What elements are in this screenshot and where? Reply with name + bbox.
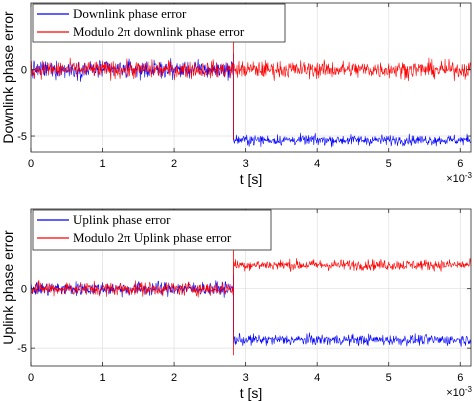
series-line-0 <box>30 280 472 347</box>
x-exponent-base: ×10 <box>446 173 465 185</box>
y-tick-label: 0 <box>21 284 27 296</box>
legend-box <box>32 209 272 251</box>
x-axis-exponent: ×10-3 <box>446 171 472 186</box>
x-axis-label: t [s] <box>240 385 263 401</box>
x-tick-label: 6 <box>457 158 463 170</box>
data-series <box>30 9 472 148</box>
y-tick-label: 0 <box>21 65 27 77</box>
ticks: 0 1 2 3 4 5 6 -5 0 <box>17 209 471 384</box>
x-exponent-base: ×10 <box>446 387 465 399</box>
x-axis-label: t [s] <box>240 171 263 187</box>
x-tick-label: 3 <box>243 372 249 384</box>
axes-frame <box>30 2 472 153</box>
x-tick-label: 1 <box>99 372 105 384</box>
x-axis-exponent: ×10-3 <box>446 385 472 400</box>
axes-frame <box>30 208 472 367</box>
uplink-chart: 0 1 2 3 4 5 6 -5 0 t [s] Uplink phase error ×10-… <box>0 208 473 401</box>
legend-box <box>32 3 286 43</box>
ticks: 0 1 2 3 4 5 6 -5 0 <box>17 3 471 170</box>
legend: Downlink phase error Modulo 2π downlink … <box>32 3 286 43</box>
x-tick-label: 2 <box>171 158 177 170</box>
x-tick-label: 3 <box>243 158 249 170</box>
y-tick-label: -5 <box>17 131 27 143</box>
x-tick-label: 4 <box>314 372 320 384</box>
x-tick-label: 6 <box>457 372 463 384</box>
x-tick-label: 0 <box>28 158 34 170</box>
series-line-1 <box>30 57 472 82</box>
x-exponent-power: -3 <box>465 171 473 180</box>
y-tick-label: -5 <box>17 343 27 355</box>
x-tick-label: 2 <box>171 372 177 384</box>
grid <box>30 209 471 366</box>
legend-entry-downlink: Downlink phase error <box>73 6 187 21</box>
x-tick-label: 1 <box>99 158 105 170</box>
y-axis-label: Downlink phase error <box>0 11 16 144</box>
x-tick-label: 0 <box>28 372 34 384</box>
x-tick-label: 5 <box>386 158 392 170</box>
legend-entry-modulo-uplink: Modulo 2π Uplink phase error <box>73 230 232 245</box>
legend-entry-uplink: Uplink phase error <box>73 212 171 227</box>
series-line-0 <box>30 58 472 148</box>
x-exponent-power: -3 <box>465 385 473 394</box>
x-tick-label: 5 <box>386 372 392 384</box>
legend-entry-modulo-downlink: Modulo 2π downlink phase error <box>73 24 245 39</box>
downlink-chart: 0 1 2 3 4 5 6 -5 0 t [s] Downlink phase error ×1… <box>0 2 473 187</box>
y-axis-label: Uplink phase error <box>0 230 16 345</box>
legend: Uplink phase error Modulo 2π Uplink phas… <box>32 209 272 251</box>
series-line-1 <box>30 258 472 298</box>
x-tick-label: 4 <box>314 158 320 170</box>
